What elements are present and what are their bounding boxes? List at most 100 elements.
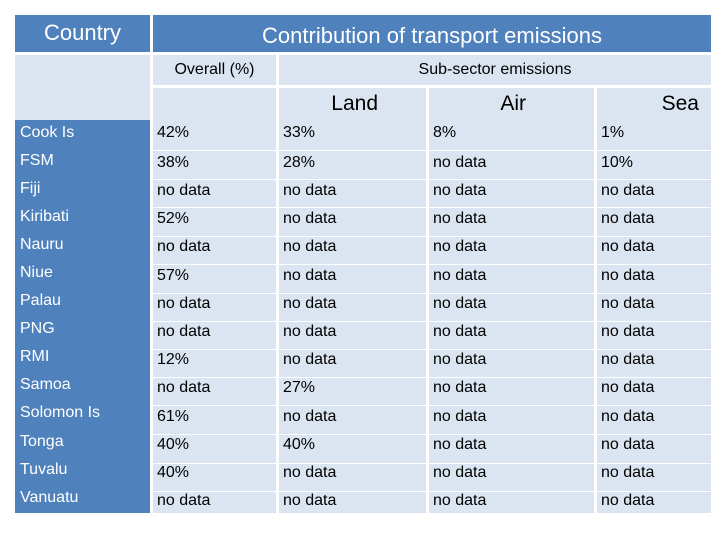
sea-value: no data xyxy=(601,323,655,340)
row-divider xyxy=(429,150,594,151)
country-label: Cook Is xyxy=(20,124,75,141)
row-divider xyxy=(279,264,426,265)
country-label: Nauru xyxy=(20,236,64,253)
air-value: no data xyxy=(433,436,487,453)
land-value: no data xyxy=(283,182,337,199)
row-divider xyxy=(597,236,711,237)
sea-value: no data xyxy=(601,408,655,425)
row-divider xyxy=(429,434,594,435)
row-divider xyxy=(279,349,426,350)
row-divider xyxy=(597,293,711,294)
sea-column: 1% 10% no data no data no data no data no data… xyxy=(597,120,711,513)
country-label: Tuvalu xyxy=(20,461,68,478)
row-divider xyxy=(429,463,594,464)
land-value: no data xyxy=(283,408,337,425)
row-divider xyxy=(597,321,711,322)
row-divider xyxy=(597,179,711,180)
land-value: no data xyxy=(283,492,337,509)
air-value: no data xyxy=(433,295,487,312)
air-value: no data xyxy=(433,154,487,171)
row-divider xyxy=(429,321,594,322)
country-label: RMI xyxy=(20,348,50,365)
sea-value: no data xyxy=(601,492,655,509)
air-value: no data xyxy=(433,408,487,425)
air-value: no data xyxy=(433,351,487,368)
air-value: 8% xyxy=(433,124,457,141)
row-divider xyxy=(429,236,594,237)
row-divider xyxy=(597,207,711,208)
country-label: Solomon Is xyxy=(20,404,101,421)
sea-value: no data xyxy=(601,436,655,453)
row-divider xyxy=(153,236,276,237)
row-divider xyxy=(429,264,594,265)
sea-value: no data xyxy=(601,267,655,284)
sea-value: no data xyxy=(601,379,655,396)
row-divider xyxy=(279,434,426,435)
overall-value: 40% xyxy=(157,464,190,481)
sea-value: no data xyxy=(601,351,655,368)
overall-header-spacer xyxy=(153,88,276,120)
row-divider xyxy=(153,377,276,378)
subsector-subheader: Sub-sector emissions xyxy=(279,55,711,85)
row-divider xyxy=(279,207,426,208)
contribution-header: Contribution of transport emissions xyxy=(153,15,711,52)
overall-value: no data xyxy=(157,238,211,255)
country-label: PNG xyxy=(20,320,55,337)
row-divider xyxy=(597,264,711,265)
row-divider xyxy=(279,321,426,322)
overall-value: 12% xyxy=(157,351,190,368)
row-divider xyxy=(279,491,426,492)
row-divider xyxy=(597,349,711,350)
row-divider xyxy=(597,491,711,492)
air-value: no data xyxy=(433,182,487,199)
land-value: no data xyxy=(283,464,337,481)
overall-value: 52% xyxy=(157,210,190,227)
air-value: no data xyxy=(433,464,487,481)
overall-value: no data xyxy=(157,295,211,312)
row-divider xyxy=(597,377,711,378)
overall-value: 61% xyxy=(157,408,190,425)
overall-value: 42% xyxy=(157,124,190,141)
sea-value: no data xyxy=(601,238,655,255)
row-divider xyxy=(429,179,594,180)
row-divider xyxy=(153,321,276,322)
row-divider xyxy=(279,293,426,294)
sea-value: 1% xyxy=(601,124,625,141)
row-divider xyxy=(153,434,276,435)
row-divider xyxy=(153,207,276,208)
air-value: no data xyxy=(433,267,487,284)
row-divider xyxy=(279,463,426,464)
overall-value: no data xyxy=(157,379,211,396)
row-divider xyxy=(597,150,711,151)
overall-column: 42% 38% no data 52% no data 57% no data no data… xyxy=(153,120,276,513)
air-value: no data xyxy=(433,210,487,227)
row-divider xyxy=(597,463,711,464)
overall-value: 57% xyxy=(157,267,190,284)
country-label: FSM xyxy=(20,152,54,169)
land-value: 40% xyxy=(283,436,316,453)
row-divider xyxy=(597,405,711,406)
land-value: no data xyxy=(283,323,337,340)
row-divider xyxy=(429,349,594,350)
row-divider xyxy=(279,405,426,406)
row-divider xyxy=(153,405,276,406)
air-value: no data xyxy=(433,238,487,255)
row-divider xyxy=(153,264,276,265)
overall-value: no data xyxy=(157,492,211,509)
country-header-spacer xyxy=(15,55,150,120)
row-divider xyxy=(597,434,711,435)
land-value: 28% xyxy=(283,154,316,171)
country-label: Tonga xyxy=(20,433,64,450)
sea-value: no data xyxy=(601,464,655,481)
sea-value: no data xyxy=(601,210,655,227)
row-divider xyxy=(153,491,276,492)
row-divider xyxy=(429,377,594,378)
air-column: 8% no data no data no data no data no data no … xyxy=(429,120,594,513)
row-divider xyxy=(429,207,594,208)
row-divider xyxy=(153,179,276,180)
row-divider xyxy=(429,491,594,492)
overall-value: no data xyxy=(157,323,211,340)
country-column: Cook Is FSM Fiji Kiribati Nauru Niue Palau PNG R… xyxy=(15,120,150,513)
overall-value: no data xyxy=(157,182,211,199)
row-divider xyxy=(153,349,276,350)
